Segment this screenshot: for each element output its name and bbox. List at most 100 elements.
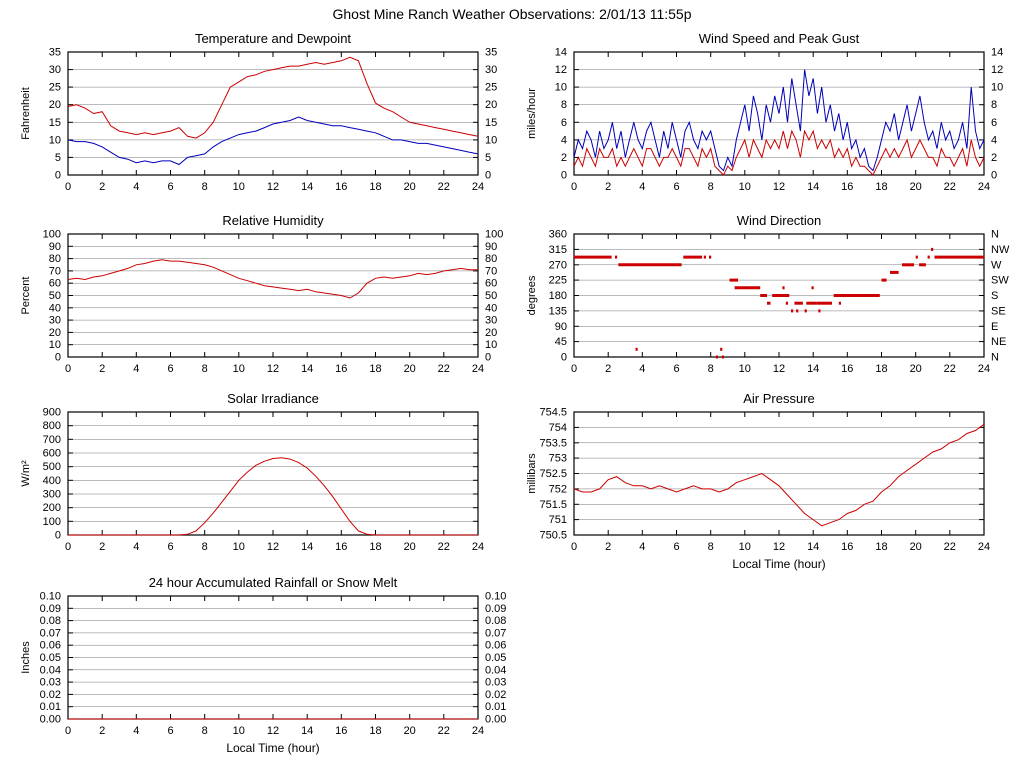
svg-text:0: 0 (55, 170, 61, 182)
svg-text:4: 4 (991, 134, 997, 146)
svg-text:8: 8 (708, 181, 714, 193)
svg-text:50: 50 (485, 290, 497, 302)
svg-text:2: 2 (99, 181, 105, 193)
svg-text:N: N (991, 352, 999, 364)
svg-text:20: 20 (49, 327, 61, 339)
svg-text:90: 90 (555, 321, 567, 333)
svg-text:0.00: 0.00 (40, 714, 61, 726)
svg-text:5: 5 (485, 152, 491, 164)
chart-title: Solar Irradiance (227, 391, 319, 406)
svg-text:6: 6 (673, 181, 679, 193)
svg-text:45: 45 (555, 336, 567, 348)
svg-text:24: 24 (472, 181, 484, 193)
chart-title: Wind Direction (736, 213, 822, 228)
svg-text:10: 10 (485, 134, 497, 146)
svg-text:15: 15 (49, 117, 61, 129)
chart-solar-irradiance: Solar Irradiance 0 100 200 300 400 500 600 700 8… (16, 390, 514, 571)
svg-text:NE: NE (991, 336, 1006, 348)
svg-text:14: 14 (555, 47, 567, 59)
svg-text:10: 10 (49, 339, 61, 351)
svg-text:14: 14 (301, 725, 313, 737)
svg-text:8: 8 (202, 725, 208, 737)
svg-text:600: 600 (43, 448, 61, 460)
svg-text:24: 24 (978, 541, 990, 553)
svg-text:24: 24 (472, 725, 484, 737)
svg-text:751: 751 (549, 514, 567, 526)
svg-text:2: 2 (605, 363, 611, 375)
svg-text:30: 30 (485, 64, 497, 76)
svg-text:90: 90 (49, 241, 61, 253)
svg-text:0.04: 0.04 (40, 664, 61, 676)
svg-text:754.5: 754.5 (539, 407, 567, 419)
svg-text:315: 315 (549, 244, 567, 256)
svg-text:0: 0 (55, 352, 61, 364)
svg-text:0.01: 0.01 (40, 701, 61, 713)
svg-text:8: 8 (991, 99, 997, 111)
svg-text:0.03: 0.03 (485, 677, 506, 689)
svg-text:22: 22 (438, 541, 450, 553)
svg-text:40: 40 (49, 302, 61, 314)
svg-text:22: 22 (438, 363, 450, 375)
svg-text:18: 18 (875, 541, 887, 553)
svg-text:35: 35 (49, 47, 61, 59)
svg-text:12: 12 (773, 541, 785, 553)
svg-text:750.5: 750.5 (539, 530, 567, 542)
svg-text:20: 20 (404, 541, 416, 553)
svg-text:4: 4 (561, 134, 567, 146)
svg-text:10: 10 (233, 363, 245, 375)
svg-text:SW: SW (991, 275, 1009, 287)
svg-text:E: E (991, 321, 998, 333)
x-axis-label (522, 197, 1020, 211)
svg-text:0: 0 (65, 725, 71, 737)
svg-text:W: W (991, 259, 1002, 271)
svg-text:14: 14 (301, 363, 313, 375)
svg-text:180: 180 (549, 290, 567, 302)
svg-text:4: 4 (133, 541, 139, 553)
svg-text:0: 0 (991, 170, 997, 182)
svg-text:20: 20 (910, 363, 922, 375)
chart-title: 24 hour Accumulated Rainfall or Snow Mel… (148, 575, 398, 590)
svg-text:Fahrenheit: Fahrenheit (20, 87, 32, 140)
svg-text:100: 100 (485, 229, 503, 241)
x-axis-label (16, 197, 514, 211)
svg-text:700: 700 (43, 434, 61, 446)
chart-wind-speed-gust: Wind Speed and Peak Gust 0 0 2 2 4 4 6 6 8 8 10 10 1… (522, 30, 1020, 211)
svg-text:0.03: 0.03 (40, 677, 61, 689)
svg-text:8: 8 (202, 181, 208, 193)
svg-text:20: 20 (910, 541, 922, 553)
rainfall-plot: 0.00 0.000.01 0.010.02 0.020.03 0.030.04 0.04… (20, 591, 506, 737)
svg-text:20: 20 (910, 181, 922, 193)
svg-text:753.5: 753.5 (539, 437, 567, 449)
svg-text:22: 22 (944, 363, 956, 375)
chart-title: Temperature and Dewpoint (194, 31, 352, 46)
svg-text:0: 0 (571, 541, 577, 553)
chart-air-pressure: Air Pressure 750.5 751 751.5 752 752.5 753 753… (522, 390, 1020, 571)
svg-text:12: 12 (267, 541, 279, 553)
svg-text:70: 70 (49, 265, 61, 277)
page-title: Ghost Mine Ranch Weather Observations: 2… (332, 6, 692, 22)
svg-text:754: 754 (549, 422, 567, 434)
svg-text:400: 400 (43, 475, 61, 487)
svg-text:6: 6 (167, 541, 173, 553)
svg-text:4: 4 (133, 725, 139, 737)
svg-text:30: 30 (49, 315, 61, 327)
svg-text:4: 4 (639, 363, 645, 375)
svg-text:0.07: 0.07 (485, 627, 506, 639)
svg-text:14: 14 (807, 363, 819, 375)
svg-text:40: 40 (485, 302, 497, 314)
svg-text:6: 6 (673, 363, 679, 375)
svg-text:W/m²: W/m² (20, 460, 32, 487)
svg-text:0.10: 0.10 (40, 591, 61, 603)
svg-text:S: S (991, 290, 998, 302)
svg-text:30: 30 (485, 315, 497, 327)
svg-text:2: 2 (605, 181, 611, 193)
svg-text:20: 20 (404, 181, 416, 193)
svg-text:18: 18 (369, 725, 381, 737)
svg-text:0.06: 0.06 (485, 640, 506, 652)
svg-text:4: 4 (639, 181, 645, 193)
svg-text:10: 10 (49, 134, 61, 146)
svg-text:0: 0 (65, 181, 71, 193)
x-axis-label (16, 557, 514, 571)
svg-text:20: 20 (485, 99, 497, 111)
